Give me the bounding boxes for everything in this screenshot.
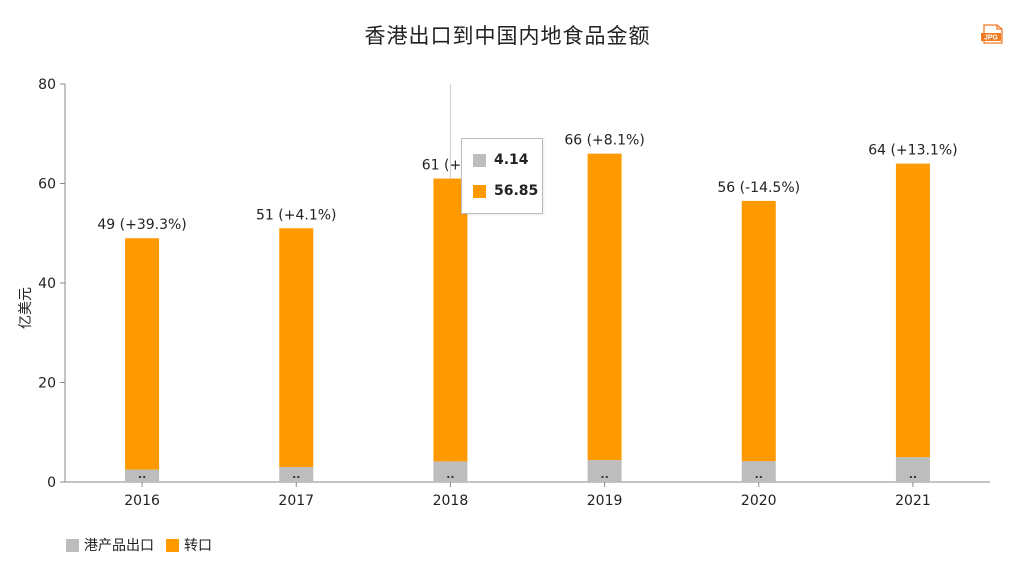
y-tick-label: 40 [38, 276, 56, 292]
bar-local-2020[interactable] [741, 461, 776, 482]
x-tick-label: 2017 [278, 493, 314, 509]
tooltip-swatch-local [473, 153, 486, 167]
y-tick-label: 20 [38, 376, 56, 392]
y-tick-label: 60 [38, 177, 56, 193]
y-tick-label: 80 [38, 77, 56, 93]
x-tick-label: 2018 [433, 493, 469, 509]
legend-item-local[interactable]: 港产品出口 [66, 535, 154, 555]
legend-label-reexport: 转口 [184, 538, 212, 554]
y-axis-label: 亿美元 [18, 287, 34, 329]
bar-reexport-2019[interactable] [587, 153, 622, 461]
bar-local-2016[interactable] [125, 469, 160, 482]
tooltip-swatch-reexport [473, 184, 486, 198]
tooltip-value-reexport: 56.85 [494, 183, 539, 199]
bar-reexport-2018[interactable] [433, 178, 468, 462]
bar-reexport-2017[interactable] [279, 228, 314, 468]
segment-label: .. [755, 468, 763, 481]
segment-label: .. [138, 468, 146, 481]
x-tick-label: 2020 [741, 493, 777, 509]
x-tick-label: 2021 [895, 493, 931, 509]
bar-local-2021[interactable] [895, 457, 930, 482]
segment-label: .. [600, 468, 608, 481]
total-label: 49 (+39.3%) [97, 217, 186, 233]
bar-reexport-2021[interactable] [895, 163, 930, 458]
legend-label-local: 港产品出口 [84, 538, 154, 554]
bar-local-2019[interactable] [587, 460, 622, 482]
chart-title: 香港出口到中国内地食品金额 [364, 24, 651, 48]
tooltip-value-local: 4.14 [494, 152, 529, 168]
bar-local-2018[interactable] [433, 461, 468, 482]
y-tick-label: 0 [47, 475, 56, 491]
segment-label: .. [446, 468, 454, 481]
chart-tooltip: 4.14 56.85 [461, 138, 543, 214]
total-label: 51 (+4.1%) [256, 207, 337, 223]
tooltip-row-reexport: 56.85 [473, 183, 538, 199]
segment-label: .. [292, 468, 300, 481]
tooltip-row-local: 4.14 [473, 152, 529, 168]
jpg-export-icon[interactable]: JPG [981, 24, 1005, 44]
x-tick-label: 2016 [124, 493, 160, 509]
total-label: 66 (+8.1%) [564, 133, 645, 149]
x-tick-label: 2019 [587, 493, 623, 509]
chart-legend: 港产品出口 转口 [66, 535, 224, 555]
segment-label: .. [909, 468, 917, 481]
bar-reexport-2020[interactable] [741, 200, 776, 462]
bar-reexport-2016[interactable] [125, 238, 160, 470]
bar-local-2017[interactable] [279, 467, 314, 482]
legend-item-reexport[interactable]: 转口 [166, 535, 212, 555]
legend-swatch-local [66, 538, 79, 552]
total-label: 64 (+13.1%) [868, 143, 957, 159]
jpg-label: JPG [984, 35, 999, 42]
total-label: 56 (-14.5%) [717, 180, 800, 196]
legend-swatch-reexport [166, 538, 179, 552]
